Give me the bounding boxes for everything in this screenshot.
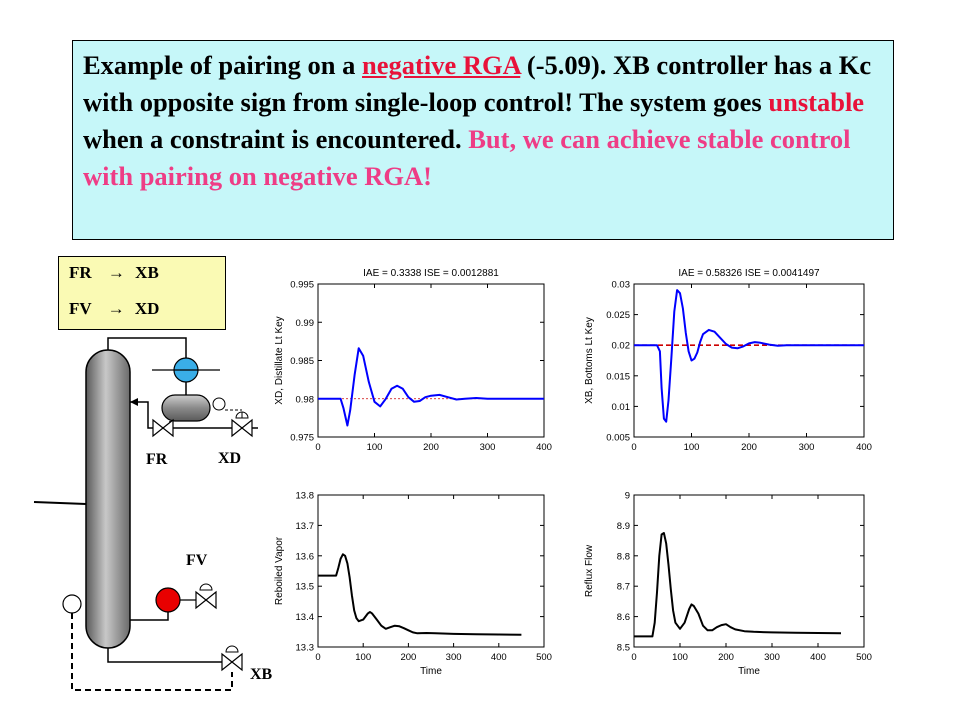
series-line [318,553,522,636]
x-tick-label: 200 [423,442,439,453]
plot-axes-box [317,283,545,438]
plot-axes-box [633,283,865,438]
y-tick-label: 0.99 [296,318,315,329]
plot-title: IAE = 0.3338 ISE = 0.0012881 [363,268,499,279]
reboiler-icon [155,587,181,613]
x-tick-label: 100 [367,442,383,453]
y-axis-label: Reboiled Vapor [274,536,285,605]
xb-label: XB [250,666,273,683]
y-axis-label: XB, Bottoms Lt Key [584,317,595,404]
pairing-xb-label: XB [135,263,159,282]
plot-title: IAE = 0.58326 ISE = 0.0041497 [678,268,820,279]
y-tick-label: 9 [625,491,630,502]
y-tick-label: 13.3 [296,643,315,654]
x-tick-label: 300 [764,652,780,663]
pairing-row-1: FR → XB [69,263,159,283]
statement-box: Example of pairing on a negative RGA (-5… [72,40,894,240]
x-tick-label: 200 [400,652,416,663]
reflux-flow-plot: 0 100 200 300 400 500 8.5 8.6 8.7 8.8 8.9 9 Time Refl… [584,491,872,678]
fv-label: FV [186,552,208,569]
xd-valve-icon [231,418,243,438]
y-axis-label: Reflux Flow [584,544,595,597]
negative-rga-link[interactable]: negative RGA [362,50,521,80]
x-tick-label: 300 [480,442,496,453]
y-tick-label: 8.5 [617,643,630,654]
x-tick-label: 300 [446,652,462,663]
y-tick-label: 0.995 [290,280,314,291]
x-tick-label: 0 [315,442,320,453]
y-tick-label: 0.03 [612,280,631,291]
x-tick-label: 0 [631,652,636,663]
x-tick-label: 400 [491,652,507,663]
plot-axes-box [317,494,545,648]
pairing-fv-label: FV [69,299,92,318]
x-tick-label: 500 [856,652,872,663]
x-tick-label: 100 [672,652,688,663]
x-tick-label: 400 [856,442,872,453]
x-tick-label: 400 [810,652,826,663]
fv-valve-icon [195,590,207,610]
y-tick-label: 0.985 [290,356,314,367]
y-tick-label: 13.8 [296,491,315,502]
reboiled-vapor-plot: 0 100 200 300 400 500 13.3 13.4 13.5 13.6 13.7 13.8… [274,491,552,678]
y-tick-label: 13.4 [296,612,315,623]
y-tick-label: 0.005 [606,433,630,444]
y-tick-label: 0.975 [290,433,314,444]
x-tick-label: 0 [315,652,320,663]
y-tick-label: 0.02 [612,341,631,352]
x-tick-label: 200 [741,442,757,453]
column-diagram [33,337,258,691]
xd-label: XD [218,450,242,467]
pairing-fr-label: FR [69,263,92,282]
xb-bottoms-plot: 0 100 200 300 400 0.005 0.01 0.015 0.02 0.025 0.03… [584,268,872,453]
unstable-word: unstable [768,87,865,117]
y-axis-label: XD, Distillate Lt Key [274,316,285,404]
x-tick-label: 100 [684,442,700,453]
y-tick-label: 8.9 [617,521,630,532]
pairing-row-2: FV → XD [69,299,159,319]
series-line [634,532,842,638]
distillation-column [85,349,131,649]
level-sensor-icon [212,397,226,411]
fr-valve-icon [152,418,164,438]
series-line [634,289,864,423]
xb-valve-icon [221,652,233,672]
statement-text-1: Example of pairing on a [83,50,363,80]
y-tick-label: 0.015 [606,371,630,382]
x-tick-label: 400 [536,442,552,453]
x-tick-label: 0 [631,442,636,453]
x-tick-label: 100 [355,652,371,663]
fr-label: FR [146,451,168,468]
y-tick-label: 13.6 [296,551,315,562]
xd-distillate-plot: 0 100 200 300 400 0.975 0.98 0.985 0.99 0.995 IAE … [274,268,552,453]
y-tick-label: 13.5 [296,582,315,593]
plot-axes-box [633,494,865,648]
series-line [318,347,544,427]
y-tick-label: 8.7 [617,582,630,593]
y-tick-label: 0.025 [606,310,630,321]
y-tick-label: 8.6 [617,612,630,623]
x-tick-label: 500 [536,652,552,663]
emphasis-text: But, we can achieve stable control with … [83,124,851,191]
x-axis-label: Time [738,666,760,677]
pairing-xd-label: XD [134,299,160,318]
overhead-line [107,337,187,370]
x-tick-label: 300 [799,442,815,453]
arrow-right-icon: → [107,299,125,318]
y-tick-label: 0.01 [612,402,631,413]
reflux-drum [161,394,211,422]
analyzer-icon [62,594,82,614]
x-axis-label: Time [420,666,442,677]
statement-text-2: (-5.09). XB controller has a Kc with opp… [83,50,872,117]
y-tick-label: 13.7 [296,521,315,532]
statement-text-3: when a constraint is encountered. [83,124,469,154]
pairing-box: FR → XB FV → XD [58,256,226,330]
y-tick-label: 8.8 [617,551,630,562]
y-tick-label: 0.98 [296,394,315,405]
x-tick-label: 200 [718,652,734,663]
arrow-right-icon: → [107,263,125,282]
